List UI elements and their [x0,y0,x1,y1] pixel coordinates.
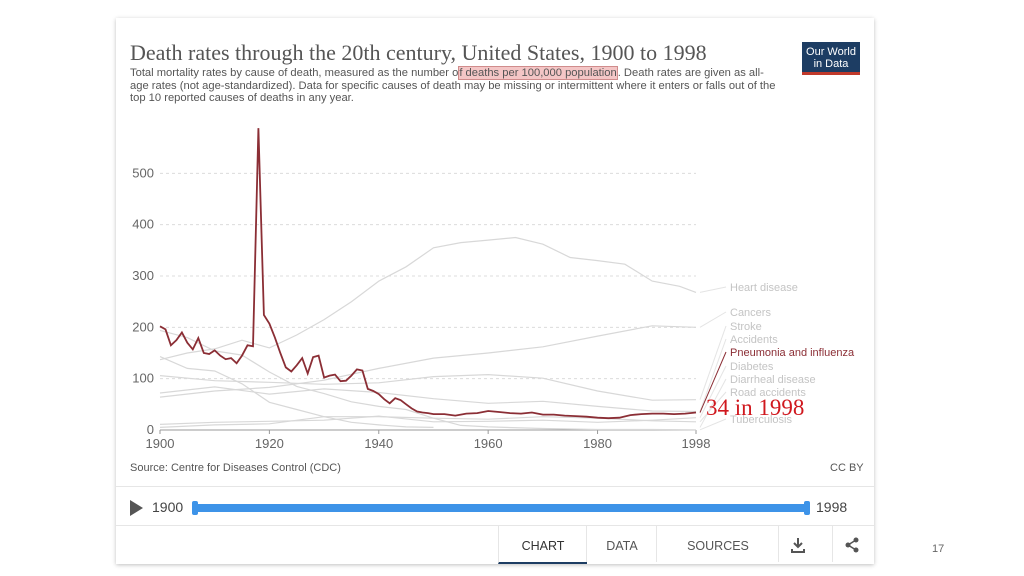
tab-chart[interactable]: CHART [498,526,587,564]
timeline-end-handle[interactable] [804,501,810,515]
line-chart: 0 100 200 300 400 500 1900 1920 1940 1960 1980 1998… [132,128,855,451]
chart-subtitle: Total mortality rates by cause of death,… [130,66,780,105]
license-label[interactable]: CC BY [830,462,864,474]
y-tick-label: 100 [132,371,154,386]
subtitle-text-rest: . Death rates are given as all-age rates… [130,67,776,104]
share-icon [845,537,859,553]
x-tick-label: 1900 [146,436,175,451]
legend-label: Accidents [730,334,778,346]
slide-number: 17 [932,543,945,555]
x-tick-label: 1998 [682,436,711,451]
tab-bar: CHART DATA SOURCES [116,526,874,564]
y-tick-label: 300 [132,268,154,283]
legend-label: Cancers [730,307,771,319]
x-tick-label: 1940 [364,436,393,451]
legend-label: Heart disease [730,282,798,294]
legend-connector [699,391,727,423]
share-button[interactable] [832,526,871,562]
legend-connector [699,338,727,412]
annotation-text: 34 in 1998 [706,395,804,420]
legend-label: Diabetes [730,361,774,373]
timeline: 1900 1998 [116,488,874,526]
legend-connector [699,325,727,400]
y-tick-label: 0 [147,422,154,437]
x-tick-label: 1980 [583,436,612,451]
download-icon [791,538,805,553]
timeline-start-handle[interactable] [192,501,198,515]
legend-label: Road accidents [730,387,806,399]
y-tick-label: 400 [132,217,154,232]
subtitle-highlight: f deaths per 100,000 population [458,66,618,80]
legend-connector [699,351,727,413]
legend-label: Tuberculosis [730,414,792,426]
series-line-pneumonia-and-influenza [159,128,697,420]
legend-label: Pneumonia and influenza [730,347,855,359]
logo-line-2: in Data [813,58,849,70]
y-tick-label: 500 [132,165,154,180]
subtitle-text: Total mortality rates by cause of death,… [130,67,459,79]
logo-line-1: Our World [806,46,856,58]
download-button[interactable] [778,526,817,562]
chart-card: Death rates through the 20th century, Un… [116,18,874,564]
legend-label: Diarrheal disease [730,374,816,386]
x-tick-label: 1960 [474,436,503,451]
timeline-end-label: 1998 [816,499,848,515]
legend-connector [699,378,727,428]
timeline-start-label: 1900 [152,499,184,515]
timeline-track[interactable] [194,504,808,512]
legend-connector [699,286,727,293]
legend-label: Stroke [730,321,762,333]
series-line-diarrheal-disease [159,356,434,428]
divider [116,525,874,526]
owid-logo[interactable]: Our World in Data [802,42,860,75]
series-line-accidents [159,386,697,413]
series-line-heart-disease [159,236,697,361]
tab-data[interactable]: DATA [586,526,657,562]
legend-connector [699,418,727,431]
series-line-tuberculosis [159,329,697,431]
tab-sources[interactable]: SOURCES [656,526,779,562]
chart-title: Death rates through the 20th century, Un… [130,40,707,65]
play-icon[interactable] [130,500,143,516]
source-note[interactable]: Source: Centre for Diseases Control (CDC… [130,462,341,474]
series-line-stroke [159,373,697,401]
legend-connector [699,311,727,328]
legend-connector [699,365,727,418]
series-line-diabetes [159,415,697,425]
y-tick-label: 200 [132,319,154,334]
x-tick-label: 1920 [255,436,284,451]
series-line-cancers [159,325,697,398]
divider [116,486,874,487]
